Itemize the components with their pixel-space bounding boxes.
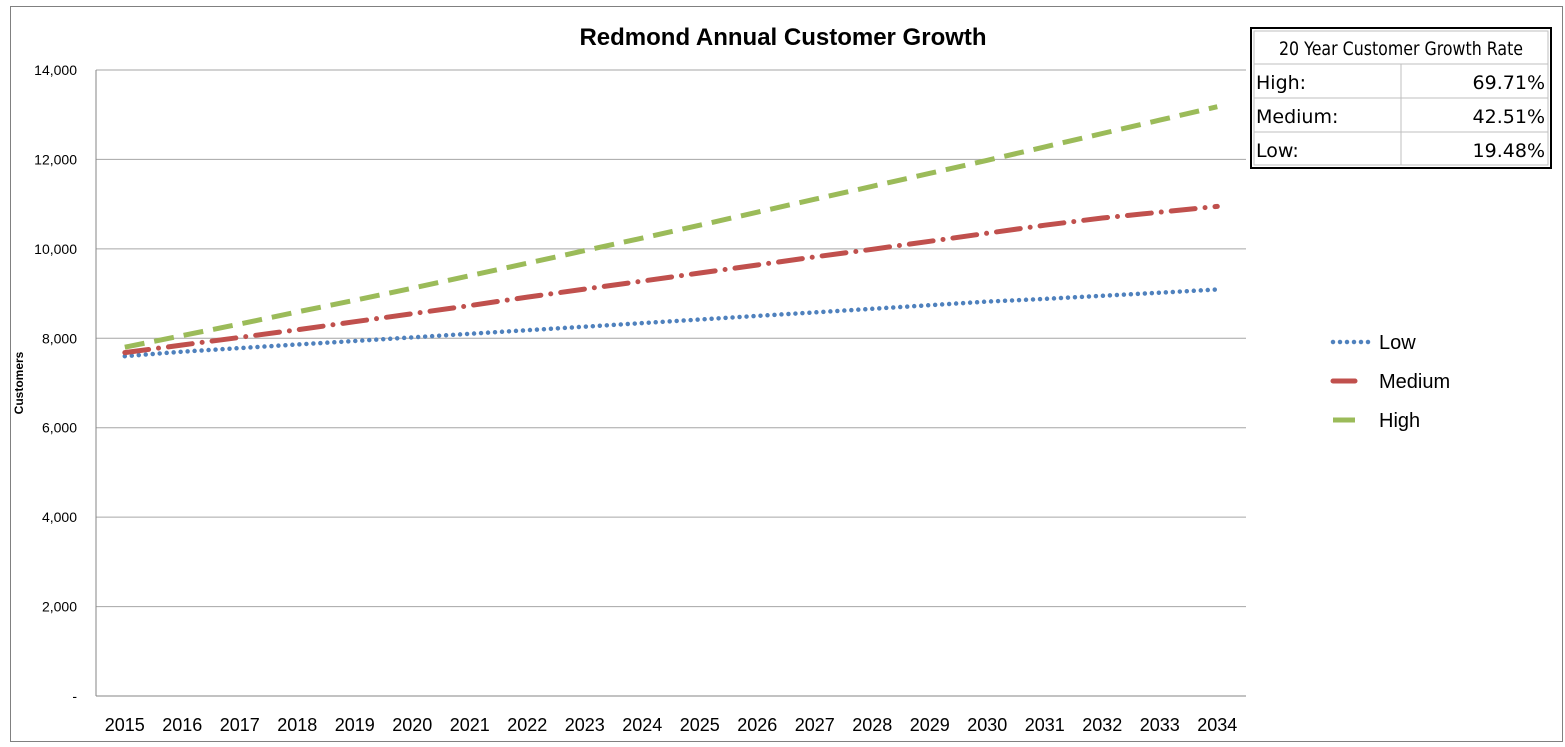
y-tick-label: 12,000 (34, 151, 77, 167)
legend: Low Medium High (1330, 332, 1450, 432)
x-tick-label: 2019 (335, 715, 375, 735)
y-tick-labels: - 2,000 4,000 6,000 8,000 10,000 12,000 14,000 (34, 62, 77, 704)
y-tick-label: 2,000 (42, 599, 77, 615)
x-tick-label: 2025 (680, 715, 720, 735)
y-tick-label: 10,000 (34, 241, 77, 257)
series-line-medium (122, 203, 1220, 356)
x-tick-label: 2033 (1140, 715, 1180, 735)
table-row-value: 69.71% (1473, 72, 1545, 94)
x-tick-label: 2023 (565, 715, 605, 735)
x-tick-label: 2032 (1082, 715, 1122, 735)
x-tick-label: 2028 (852, 715, 892, 735)
legend-label-low: Low (1379, 332, 1416, 354)
table-row-label: Low: (1256, 140, 1299, 162)
y-tick-label: 4,000 (42, 509, 77, 525)
x-tick-label: 2015 (105, 715, 145, 735)
y-tick-label: 6,000 (42, 420, 77, 436)
x-tick-label: 2030 (967, 715, 1007, 735)
x-tick-label: 2029 (910, 715, 950, 735)
x-tick-label: 2016 (162, 715, 202, 735)
legend-label-high: High (1379, 410, 1420, 432)
legend-label-medium: Medium (1379, 371, 1450, 393)
y-tick-label: - (72, 688, 77, 704)
y-tick-label: 8,000 (42, 330, 77, 346)
gridlines (96, 69, 1246, 608)
x-tick-labels: 2015 2016 2017 2018 2019 2020 2021 2022 2023 2024… (105, 715, 1238, 735)
y-tick-label: 14,000 (34, 62, 77, 78)
x-tick-label: 2024 (622, 715, 662, 735)
table-row-label: High: (1256, 72, 1306, 94)
x-tick-label: 2022 (507, 715, 547, 735)
x-tick-label: 2034 (1197, 715, 1237, 735)
y-axis-label: Customers (12, 351, 26, 414)
axes (95, 70, 1246, 697)
x-tick-label: 2026 (737, 715, 777, 735)
x-tick-label: 2018 (277, 715, 317, 735)
growth-rate-table: 20 Year Customer Growth Rate High: 69.71% M… (1250, 27, 1552, 169)
x-tick-label: 2031 (1025, 715, 1065, 735)
x-tick-label: 2021 (450, 715, 490, 735)
x-tick-label: 2020 (392, 715, 432, 735)
table-row-value: 19.48% (1473, 140, 1545, 162)
chart-title: Redmond Annual Customer Growth (579, 24, 986, 51)
series-lines (122, 104, 1220, 359)
x-tick-label: 2017 (220, 715, 260, 735)
table-row-label: Medium: (1256, 106, 1338, 128)
series-line-high (124, 104, 1218, 350)
x-tick-label: 2027 (795, 715, 835, 735)
table-row-value: 42.51% (1473, 106, 1545, 128)
series-line-low (122, 287, 1220, 359)
table-header: 20 Year Customer Growth Rate (1279, 38, 1523, 60)
